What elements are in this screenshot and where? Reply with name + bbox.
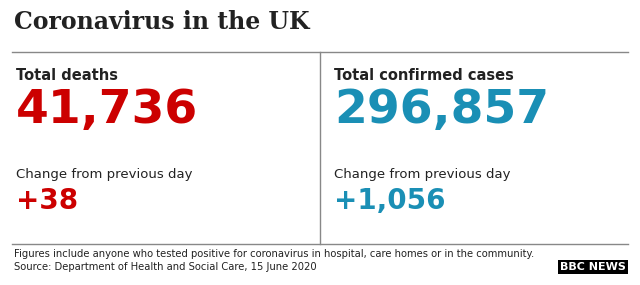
- Text: Total confirmed cases: Total confirmed cases: [334, 68, 514, 83]
- Text: 41,736: 41,736: [16, 88, 198, 133]
- Text: Change from previous day: Change from previous day: [334, 168, 511, 181]
- Text: 296,857: 296,857: [334, 88, 549, 133]
- Text: +38: +38: [16, 187, 78, 215]
- Text: Source: Department of Health and Social Care, 15 June 2020: Source: Department of Health and Social …: [14, 262, 317, 272]
- Text: Total deaths: Total deaths: [16, 68, 118, 83]
- Text: BBC NEWS: BBC NEWS: [560, 262, 626, 272]
- Text: Figures include anyone who tested positive for coronavirus in hospital, care hom: Figures include anyone who tested positi…: [14, 249, 534, 259]
- Text: +1,056: +1,056: [334, 187, 445, 215]
- Text: Coronavirus in the UK: Coronavirus in the UK: [14, 10, 310, 34]
- Text: Change from previous day: Change from previous day: [16, 168, 193, 181]
